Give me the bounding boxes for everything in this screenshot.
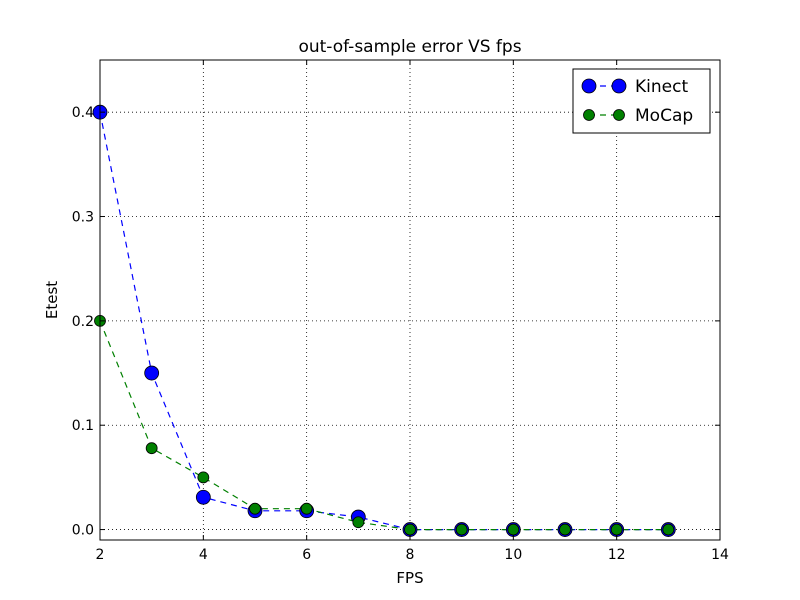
x-tick-label: 2 xyxy=(96,547,105,563)
data-point-kinect xyxy=(144,365,160,381)
legend-marker-mocap xyxy=(613,109,625,121)
y-axis-label: Etest xyxy=(43,281,61,319)
series-line-mocap xyxy=(99,320,669,531)
data-point-mocap xyxy=(249,502,261,515)
data-point-mocap xyxy=(145,442,158,455)
x-tick-label: 8 xyxy=(406,547,415,563)
x-tick-label: 4 xyxy=(199,547,208,563)
legend-marker-mocap xyxy=(583,109,595,121)
y-tick-label: 0.3 xyxy=(72,210,94,226)
data-point-mocap xyxy=(197,471,210,484)
data-point-mocap xyxy=(559,523,571,536)
legend: Kinect MoCap xyxy=(572,68,711,134)
data-point-mocap xyxy=(300,502,313,515)
x-tick-label: 6 xyxy=(302,547,311,563)
legend-box xyxy=(572,68,711,134)
x-tick-label: 10 xyxy=(504,547,522,563)
legend-label-mocap: MoCap xyxy=(635,106,693,126)
legend-label-kinect: Kinect xyxy=(635,77,688,97)
data-point-mocap xyxy=(507,523,520,536)
legend-marker-kinect xyxy=(611,78,627,94)
legend-marker-kinect xyxy=(581,78,597,94)
data-point-kinect xyxy=(195,489,211,505)
y-tick-label: 0.0 xyxy=(72,523,94,539)
data-point-mocap xyxy=(610,523,623,536)
data-point-mocap xyxy=(455,523,468,536)
series-line-kinect xyxy=(99,112,669,531)
data-point-mocap xyxy=(352,516,365,529)
x-tick-label: 14 xyxy=(711,547,729,563)
y-tick-label: 0.2 xyxy=(72,314,94,330)
x-axis-label: FPS xyxy=(396,569,423,587)
chart-title: out-of-sample error VS fps xyxy=(298,37,521,57)
y-tick-label: 0.1 xyxy=(72,418,94,434)
axis-ticks: 2 4 6 8 10 12 14 0.0 0.1 0.2 0.3 0.4 xyxy=(72,60,729,563)
y-tick-label: 0.4 xyxy=(72,105,94,121)
data-point-mocap xyxy=(662,523,675,536)
x-tick-label: 12 xyxy=(608,547,626,563)
data-point-mocap xyxy=(404,523,416,536)
